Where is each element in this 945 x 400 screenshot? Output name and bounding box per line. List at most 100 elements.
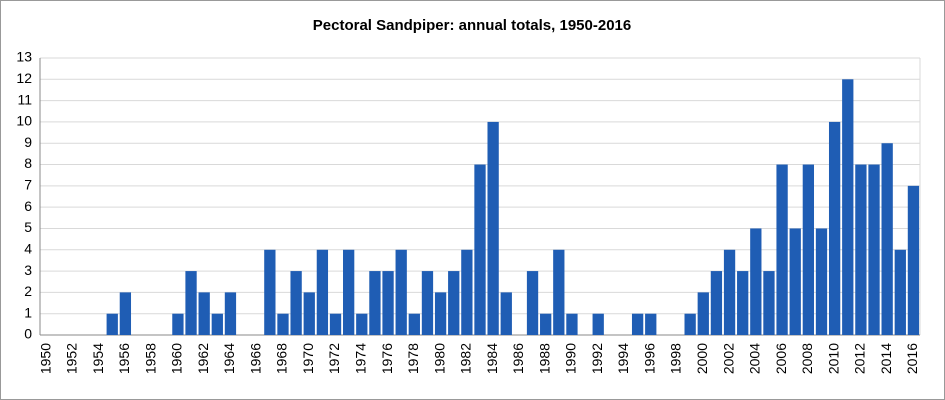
bar	[684, 313, 696, 335]
bar	[553, 249, 565, 335]
bar	[185, 271, 197, 335]
bar	[526, 271, 539, 335]
x-tick-label: 1956	[116, 343, 132, 374]
y-tick-label: 2	[24, 283, 32, 299]
x-tick-label: 1992	[589, 343, 605, 374]
bar	[815, 228, 828, 335]
x-tick-label: 2006	[773, 343, 789, 374]
bar	[106, 313, 118, 335]
y-tick-label: 1	[24, 304, 32, 320]
bar	[737, 271, 749, 335]
x-tick-label: 2004	[747, 343, 763, 374]
bar	[566, 313, 578, 335]
bar	[697, 292, 709, 335]
bar	[881, 143, 893, 335]
bar	[211, 313, 223, 335]
x-tick-label: 2008	[799, 343, 815, 374]
x-tick-label: 1964	[221, 343, 237, 374]
y-tick-label: 10	[16, 113, 32, 129]
bar	[264, 249, 276, 335]
bar	[828, 121, 841, 335]
bar	[434, 292, 447, 335]
x-tick-label: 2012	[852, 343, 868, 374]
bar	[868, 164, 880, 335]
bar	[461, 249, 473, 335]
y-tick-label: 9	[24, 134, 32, 150]
y-tick-label: 8	[24, 155, 32, 171]
bar	[382, 271, 394, 335]
x-tick-label: 1958	[142, 343, 158, 374]
x-tick-label: 2010	[825, 343, 841, 374]
bar	[343, 249, 355, 335]
bar	[750, 228, 762, 335]
bar	[842, 79, 854, 335]
x-tick-label: 1972	[326, 343, 342, 374]
bar	[356, 313, 368, 335]
bar	[710, 271, 723, 335]
x-tick-label: 1990	[563, 343, 579, 374]
bar	[631, 313, 644, 335]
y-tick-label: 6	[24, 198, 32, 214]
y-tick-label: 13	[16, 49, 32, 65]
bar	[408, 313, 420, 335]
bar	[395, 249, 407, 335]
bar	[500, 292, 512, 335]
bar	[763, 271, 775, 335]
bar	[172, 313, 184, 335]
bar	[592, 313, 604, 335]
bar	[198, 292, 210, 335]
bar	[645, 313, 657, 335]
y-tick-label: 7	[24, 177, 32, 193]
y-tick-label: 12	[16, 70, 32, 86]
chart-title: Pectoral Sandpiper: annual totals, 1950-…	[313, 17, 631, 34]
x-tick-label: 2000	[694, 343, 710, 374]
bar	[369, 271, 381, 335]
x-tick-label: 1994	[615, 343, 631, 374]
bar	[540, 313, 552, 335]
x-tick-label: 1980	[431, 343, 447, 374]
bar	[723, 249, 736, 335]
bar	[421, 271, 434, 335]
bar	[277, 313, 289, 335]
x-tick-label: 2002	[720, 343, 736, 374]
bar	[316, 249, 329, 335]
y-tick-label: 11	[17, 91, 32, 107]
x-tick-label: 1988	[536, 343, 552, 374]
x-tick-label: 1998	[668, 343, 684, 374]
bar	[487, 121, 499, 335]
x-tick-label: 1954	[90, 343, 106, 374]
x-tick-label: 1986	[510, 343, 526, 374]
x-tick-label: 1952	[64, 343, 80, 374]
x-tick-label: 1976	[379, 343, 395, 374]
bar	[776, 164, 788, 335]
bar	[907, 185, 920, 335]
bar	[474, 164, 486, 335]
x-tick-label: 1960	[169, 343, 185, 374]
bar	[855, 164, 867, 335]
x-tick-label: 1974	[352, 343, 368, 374]
x-tick-label: 2014	[878, 343, 894, 374]
bar	[894, 249, 906, 335]
bar	[290, 271, 302, 335]
bar	[303, 292, 315, 335]
y-tick-label: 4	[24, 240, 32, 256]
y-tick-label: 5	[24, 219, 32, 235]
x-tick-label: 2016	[904, 343, 920, 374]
x-tick-label: 1978	[405, 343, 421, 374]
bar	[789, 228, 801, 335]
x-tick-label: 1950	[37, 343, 53, 374]
x-tick-label: 1966	[247, 343, 263, 374]
bar	[224, 292, 237, 335]
x-tick-label: 1982	[458, 343, 474, 374]
bar	[119, 292, 132, 335]
bar	[802, 164, 815, 335]
bar	[448, 271, 460, 335]
y-tick-label: 0	[24, 326, 32, 342]
x-tick-label: 1984	[484, 343, 500, 374]
y-tick-label: 3	[24, 262, 32, 278]
x-tick-label: 1962	[195, 343, 211, 374]
bar	[329, 313, 342, 335]
x-tick-label: 1968	[274, 343, 290, 374]
x-tick-label: 1970	[300, 343, 316, 374]
